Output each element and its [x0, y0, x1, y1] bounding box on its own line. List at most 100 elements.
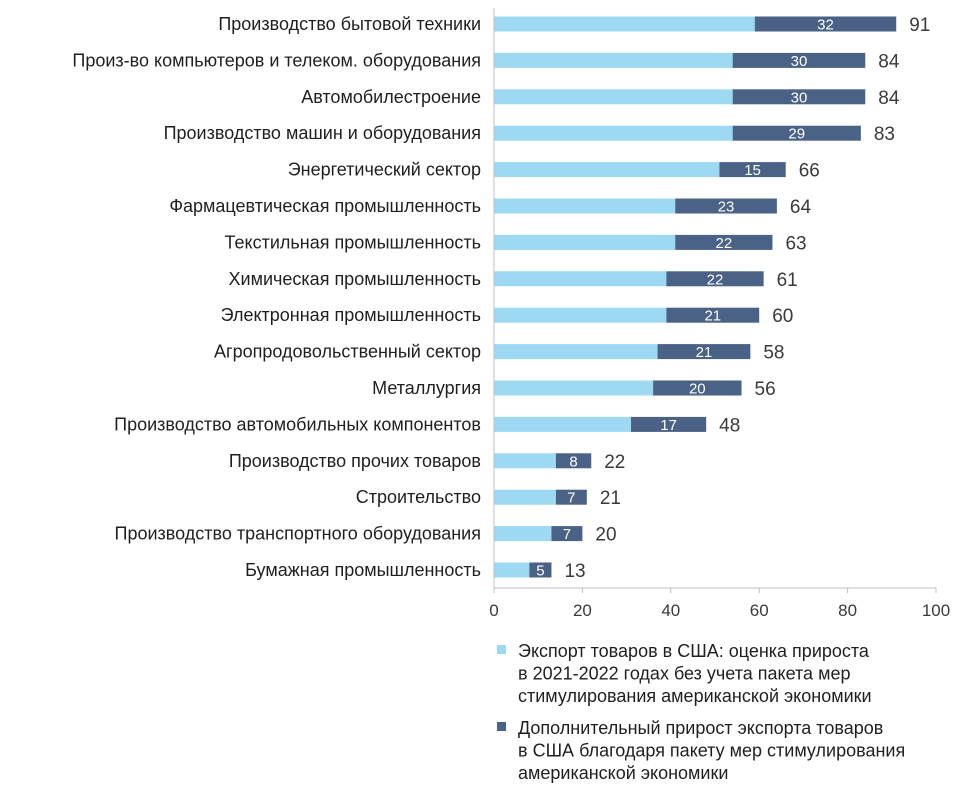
bar-stimulus-segment — [555, 453, 592, 469]
legend-entry-line: в США благодаря пакету мер стимулировани… — [518, 741, 905, 761]
bar-stimulus-segment — [555, 489, 587, 505]
bar-base-segment — [494, 234, 676, 250]
category-label: Производство машин и оборудования — [164, 123, 481, 143]
stimulus-value-label: 22 — [707, 271, 724, 288]
stimulus-value-label: 7 — [567, 490, 575, 507]
total-value-label: 83 — [874, 124, 895, 145]
bar-base-segment — [494, 89, 733, 105]
category-label: Электронная промышленность — [221, 305, 481, 325]
legend-entry: Дополнительный прирост экспорта товаров в… — [518, 718, 905, 783]
x-tick-label: 80 — [838, 601, 857, 620]
bar-base-segment — [494, 344, 658, 360]
bar-base-segment — [494, 489, 556, 505]
x-tick-label: 20 — [573, 601, 592, 620]
bar-stimulus-segment — [675, 198, 777, 214]
category-label: Строительство — [356, 487, 481, 507]
total-value-label: 21 — [600, 488, 621, 509]
category-label: Производство автомобильных компонентов — [114, 414, 481, 434]
category-label: Производство транспортного оборудования — [115, 524, 482, 544]
bar-stimulus-segment — [631, 416, 707, 432]
total-value-label: 63 — [785, 233, 806, 254]
legend-entry-line: в 2021-2022 годах без учета пакета мер — [518, 664, 850, 684]
bar-base-segment — [494, 416, 632, 432]
category-label: Фармацевтическая промышленность — [169, 196, 481, 216]
total-value-label: 58 — [763, 343, 784, 364]
bar-base-segment — [494, 562, 530, 578]
legend-swatch — [497, 645, 506, 654]
bar-base-segment — [494, 198, 676, 214]
legend: Экспорт товаров в США: оценка прироста в … — [497, 641, 905, 783]
total-value-label: 84 — [878, 88, 900, 109]
category-label: Текстильная промышленность — [225, 232, 482, 252]
total-value-label: 91 — [909, 15, 930, 36]
category-label: Производство бытовой техники — [218, 14, 481, 34]
category-label: Произ-во компьютеров и телеком. оборудов… — [72, 50, 481, 70]
x-tick-label: 100 — [922, 601, 950, 620]
legend-entry-line: стимулирования американской экономики — [518, 686, 872, 706]
bar-stimulus-segment — [666, 307, 760, 323]
legend-entry-line: американской экономики — [518, 763, 728, 783]
bar-stimulus-segment — [719, 162, 786, 178]
bar-base-segment — [494, 271, 667, 287]
stimulus-value-label: 30 — [791, 53, 808, 70]
stimulus-value-label: 21 — [704, 308, 721, 325]
bar-stimulus-segment — [666, 271, 764, 287]
total-value-label: 84 — [878, 51, 900, 72]
bar-stimulus-segment — [732, 125, 861, 141]
category-label: Автомобилестроение — [301, 87, 481, 107]
stimulus-value-label: 23 — [718, 199, 735, 216]
total-value-label: 48 — [719, 415, 740, 436]
stimulus-value-label: 29 — [788, 126, 805, 143]
bar-base-segment — [494, 453, 556, 469]
x-axis: 0 20 40 60 80 100 — [489, 8, 950, 620]
bar-stimulus-segment — [675, 234, 773, 250]
bar-base-segment — [494, 162, 720, 178]
legend-entry-line: Экспорт товаров в США: оценка прироста — [518, 641, 870, 661]
legend-entry: Экспорт товаров в США: оценка прироста в … — [518, 641, 872, 706]
stimulus-value-label: 5 — [536, 563, 544, 580]
stimulus-value-label: 15 — [744, 162, 761, 179]
stimulus-value-label: 20 — [689, 381, 706, 398]
stimulus-value-label: 8 — [569, 453, 577, 470]
legend-swatch — [497, 722, 506, 731]
category-label: Агропродовольственный сектор — [214, 342, 481, 362]
category-labels: Производство бытовой техники Произ-во ком… — [72, 14, 481, 580]
total-value-label: 60 — [772, 306, 793, 327]
total-value-label: 22 — [604, 452, 625, 473]
bar-stimulus-segment — [653, 380, 742, 396]
stimulus-value-label: 7 — [563, 526, 571, 543]
bar-stimulus-segment — [529, 562, 552, 578]
x-tick-label: 60 — [750, 601, 769, 620]
bar-base-segment — [494, 125, 733, 141]
stimulus-value-label: 22 — [715, 235, 732, 252]
total-value-label: 64 — [790, 197, 812, 218]
category-label: Химическая промышленность — [229, 269, 481, 289]
bar-stimulus-segment — [732, 52, 866, 68]
stimulus-value-label: 17 — [660, 417, 677, 434]
bar-base-segment — [494, 16, 755, 32]
bar-stimulus-segment — [754, 16, 897, 32]
category-label: Энергетический сектор — [288, 160, 481, 180]
bar-stimulus-segment — [551, 526, 583, 542]
stimulus-value-label: 32 — [817, 17, 834, 34]
stimulus-value-label: 30 — [791, 89, 808, 106]
total-value-label: 56 — [755, 379, 776, 400]
x-tick-label: 40 — [661, 601, 680, 620]
bar-base-segment — [494, 526, 552, 542]
bar-base-segment — [494, 380, 654, 396]
bar-base-segment — [494, 52, 733, 68]
category-label: Бумажная промышленность — [245, 560, 481, 580]
category-label: Производство прочих товаров — [229, 451, 481, 471]
category-label: Металлургия — [372, 378, 481, 398]
x-tick-label: 0 — [489, 601, 498, 620]
bar-stimulus-segment — [657, 344, 751, 360]
total-value-label: 13 — [564, 561, 585, 582]
bar-stimulus-segment — [732, 89, 866, 105]
stimulus-value-label: 21 — [696, 344, 713, 361]
total-value-label: 66 — [799, 161, 820, 182]
total-value-label: 20 — [595, 525, 616, 546]
total-value-label: 61 — [777, 270, 798, 291]
